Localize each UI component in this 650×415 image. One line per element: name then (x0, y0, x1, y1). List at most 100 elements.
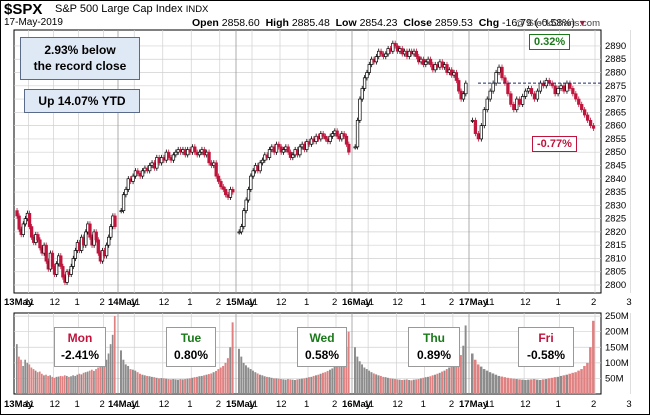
day-box-thu: Thu 0.89% (408, 327, 460, 367)
close-value: 2859.53 (434, 17, 473, 29)
price-x-tick-label: 2 (216, 297, 221, 308)
candle-body (506, 82, 510, 95)
candle-body (454, 72, 459, 81)
candle-body (104, 244, 109, 257)
volume-bar (340, 359, 343, 394)
candle-body (29, 226, 34, 238)
candle-body (126, 178, 130, 190)
volume-bar (212, 372, 215, 394)
candle-body (148, 165, 152, 172)
volume-bar (473, 359, 477, 394)
volume-bar (482, 369, 486, 394)
candle-body (532, 93, 537, 100)
volume-bar (160, 378, 163, 394)
volume-bar (28, 364, 31, 394)
volume-x-tick-label: 1 (556, 399, 561, 410)
candle-body (379, 50, 383, 55)
volume-bar (210, 373, 213, 394)
price-tick-label: 2885 (605, 54, 626, 65)
volume-bar (72, 375, 74, 394)
volume-bar (429, 376, 432, 394)
volume-bar (76, 374, 79, 394)
volume-x-tick-label: 11 (485, 399, 495, 410)
volume-bar (63, 375, 66, 394)
candle-body (323, 135, 328, 140)
price-x-tick-label: 1 (304, 297, 309, 308)
low-label: Low (335, 17, 357, 29)
volume-bar (296, 379, 299, 394)
volume-bar (443, 370, 446, 394)
high-value: 2885.48 (291, 17, 330, 29)
price-x-tick-label: 16May (342, 297, 372, 308)
callout-up: 0.32% (529, 34, 571, 50)
day-change: 0.80% (173, 348, 209, 362)
candle-body (509, 93, 513, 105)
volume-bar (252, 370, 254, 394)
volume-bar (45, 374, 47, 394)
volume-bar (356, 356, 359, 394)
volume-x-tick-label: 11 (25, 399, 35, 410)
volume-x-tick-label: 2 (591, 399, 596, 410)
candle-body (538, 82, 543, 92)
volume-bar (377, 375, 380, 394)
volume-x-tick-label: 11 (130, 399, 140, 410)
candle-body (342, 133, 346, 137)
volume-bar (343, 355, 345, 394)
volume-bar (131, 369, 134, 394)
volume-bar (153, 377, 156, 394)
volume-bar (179, 379, 182, 394)
volume-tick-label: 250M (605, 311, 629, 322)
volume-bar (524, 379, 527, 394)
volume-bar (139, 373, 141, 394)
candle-body (365, 72, 369, 79)
candle-body (107, 236, 111, 246)
volume-bar (415, 379, 418, 394)
volume-bar (172, 379, 175, 394)
price-x-tick-label: 1 (421, 297, 426, 308)
volume-bar (215, 370, 217, 394)
candle-body (574, 93, 578, 100)
candle-body (121, 194, 126, 211)
volume-bar (55, 376, 58, 394)
price-x-tick-label: 1 (75, 297, 80, 308)
volume-x-tick-label: 12 (276, 399, 287, 410)
low-value: 2854.23 (359, 17, 398, 29)
volume-bar (240, 356, 243, 394)
candle-body (367, 64, 371, 73)
volume-bar (375, 374, 378, 394)
candle-body (565, 82, 569, 92)
candle-body (355, 119, 360, 148)
volume-bar (370, 372, 373, 394)
day-box-wed: Wed 0.58% (297, 327, 347, 367)
volume-tick-label: 100M (605, 358, 629, 369)
candle-body (580, 104, 584, 111)
candle-body (38, 239, 42, 249)
volume-bar (148, 376, 151, 394)
volume-bar (354, 347, 356, 394)
volume-bar (184, 379, 187, 394)
candle-body (260, 159, 265, 164)
candle-body (244, 199, 248, 211)
volume-bar (162, 378, 165, 394)
volume-bar (203, 375, 206, 394)
volume-bar (24, 359, 27, 394)
volume-bar (47, 375, 49, 394)
volume-bar (191, 377, 194, 394)
volume-bar (254, 372, 257, 394)
volume-bar (459, 355, 462, 394)
volume-bar (331, 368, 334, 394)
volume-bar (547, 378, 551, 394)
volume-bar (124, 364, 127, 394)
price-tick-label: 2835 (605, 187, 626, 198)
volume-tick-label: 50M (605, 373, 624, 384)
volume-bar (207, 374, 210, 394)
candle-body (15, 210, 19, 217)
volume-bar (324, 372, 327, 394)
volume-bar (592, 320, 595, 394)
candle-body (583, 109, 587, 116)
candle-body (251, 170, 255, 177)
volume-bar (488, 372, 492, 394)
volume-bar (553, 377, 557, 394)
volume-x-tick-label: 1 (304, 399, 309, 410)
volume-bar (312, 375, 315, 394)
